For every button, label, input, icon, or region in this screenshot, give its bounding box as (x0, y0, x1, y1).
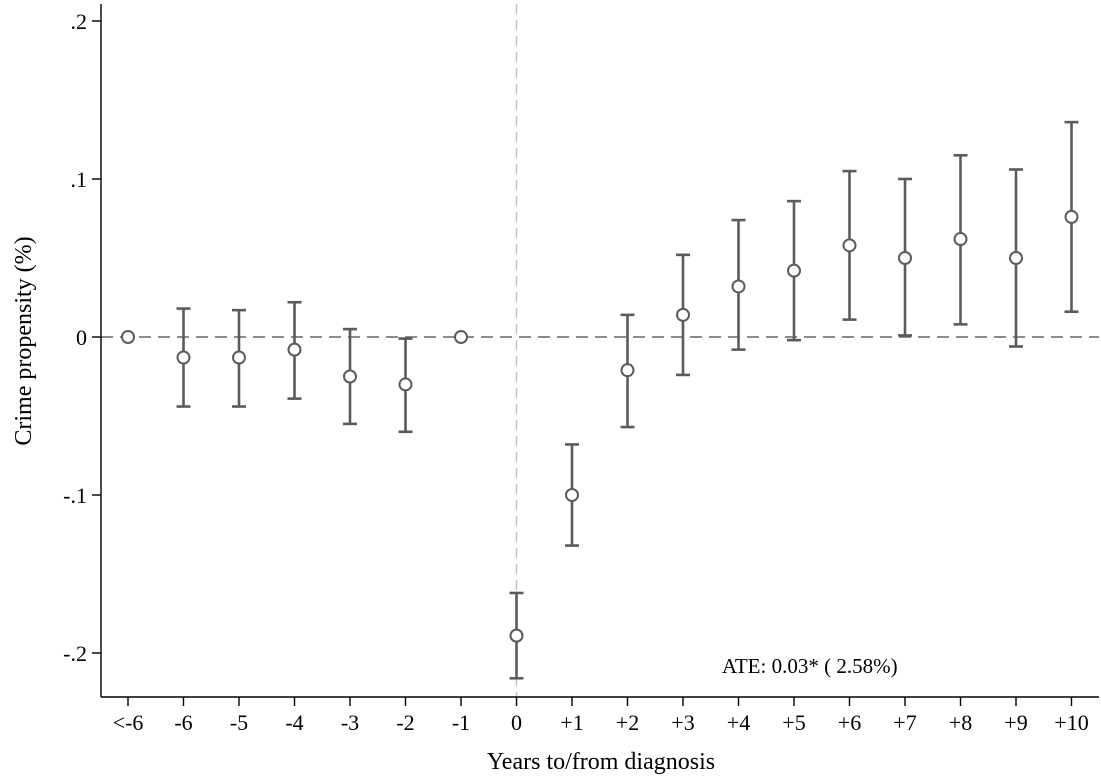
x-tick-label: +1 (560, 710, 583, 735)
point-estimate (1009, 251, 1023, 265)
y-tick-label: -.2 (63, 641, 87, 666)
x-tick-label: +10 (1054, 710, 1088, 735)
x-axis-title: Years to/from diagnosis (487, 749, 715, 775)
point-estimate (620, 363, 635, 378)
point-estimate (676, 307, 690, 322)
point-estimate (454, 330, 468, 344)
x-tick-label: +7 (893, 710, 916, 735)
axes (92, 4, 1099, 706)
point-estimate (1064, 209, 1079, 224)
x-tick-label: -4 (285, 710, 303, 735)
point-estimate (898, 251, 912, 265)
point-estimate (509, 628, 524, 643)
point-estimate (176, 350, 191, 365)
x-tick-label: 0 (511, 710, 522, 735)
x-tick-label: +4 (727, 710, 750, 735)
point-estimate (787, 263, 801, 278)
x-tick-label: +6 (838, 710, 861, 735)
point-estimate (121, 330, 135, 344)
x-tick-label: +2 (616, 710, 639, 735)
point-estimate (232, 350, 246, 365)
x-tick-label: +3 (671, 710, 694, 735)
x-tick-label: -2 (396, 710, 414, 735)
point-estimate (398, 377, 413, 392)
point-estimate (343, 369, 357, 384)
y-tick-label: .2 (71, 9, 88, 34)
point-estimate (953, 232, 968, 247)
reference-lines (101, 4, 1099, 697)
x-tick-label: -6 (174, 710, 192, 735)
x-tick-label: <-6 (113, 710, 144, 735)
point-estimates (121, 209, 1079, 643)
ate-annotation: ATE: 0.03* ( 2.58%) (722, 654, 898, 678)
x-tick-label: -5 (230, 710, 248, 735)
x-tick-label: +9 (1004, 710, 1027, 735)
x-tick-label: +5 (782, 710, 805, 735)
x-tick-label: +8 (949, 710, 972, 735)
point-estimate (731, 279, 746, 294)
x-tick-label: -1 (452, 710, 470, 735)
tick-labels: -.2 -.1 0 .1 .2 <-6 -6 -5 -4 -3 -2 -1 0 +1 +2 +3 +4 +5 +6 +… (63, 9, 1089, 735)
y-tick-label: 0 (76, 325, 87, 350)
error-bars (176, 120, 1079, 680)
x-tick-label: -3 (341, 710, 359, 735)
point-estimate (565, 488, 579, 502)
y-axis-title: Crime propensity (%) (11, 236, 37, 445)
point-estimate (287, 342, 302, 357)
y-tick-label: -.1 (63, 483, 87, 508)
point-estimate (842, 238, 857, 253)
y-tick-label: .1 (71, 167, 88, 192)
